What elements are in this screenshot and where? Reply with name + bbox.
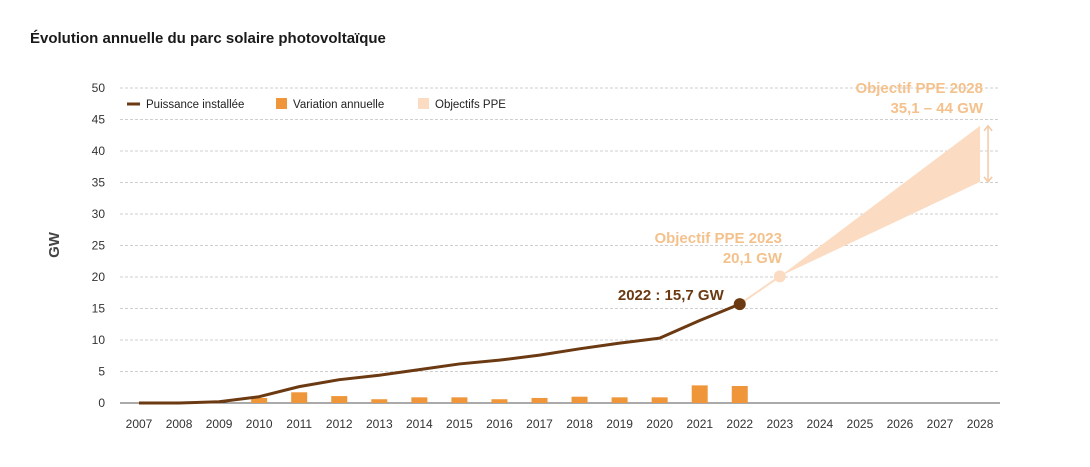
x-tick-label: 2017	[526, 417, 553, 431]
legend-bar-swatch	[276, 98, 287, 109]
bar-2014	[411, 397, 428, 403]
x-tick-label: 2010	[246, 417, 273, 431]
x-tick-label: 2015	[446, 417, 473, 431]
ppe-area	[779, 125, 981, 277]
bar-2022	[731, 385, 748, 403]
y-tick-label: 5	[98, 365, 105, 379]
y-axis-label: GW	[46, 231, 63, 258]
legend-area-swatch	[418, 98, 429, 109]
bar-2020	[651, 397, 668, 403]
annotation-ppe-2023-value: 20,1 GW	[723, 250, 783, 267]
y-tick-label: 35	[92, 176, 106, 190]
x-tick-label: 2016	[486, 417, 513, 431]
y-tick-label: 30	[92, 207, 106, 221]
x-tick-label: 2020	[646, 417, 673, 431]
y-tick-label: 0	[98, 396, 105, 410]
x-tick-label: 2021	[686, 417, 713, 431]
legend-label-installed: Puissance installée	[146, 99, 244, 111]
chart-title: Évolution annuelle du parc solaire photo…	[30, 30, 386, 47]
installed-capacity-line	[139, 302, 741, 405]
x-tick-label: 2026	[887, 417, 914, 431]
annotation-2022: 2022 : 15,7 GW	[618, 287, 725, 304]
bar-2018	[571, 396, 588, 403]
annotation-ppe-2023: Objectif PPE 2023	[654, 230, 782, 247]
ppe-line	[739, 275, 781, 305]
x-tick-label: 2022	[726, 417, 753, 431]
y-tick-label: 20	[92, 270, 106, 284]
x-tick-label: 2009	[206, 417, 233, 431]
x-tick-label: 2027	[927, 417, 954, 431]
x-tick-label: 2028	[967, 417, 994, 431]
point-2022	[733, 298, 746, 311]
bar-2016	[491, 399, 508, 403]
y-tick-label: 40	[92, 144, 106, 158]
annotation-ppe-2028-value: 35,1 – 44 GW	[890, 100, 983, 117]
legend-label-ppe: Objectifs PPE	[435, 99, 506, 111]
bar-2021	[691, 385, 708, 403]
x-tick-label: 2007	[126, 417, 153, 431]
ppe-2023-point	[773, 270, 786, 283]
bar-2012	[331, 396, 348, 403]
x-tick-label: 2012	[326, 417, 353, 431]
x-tick-label: 2023	[766, 417, 793, 431]
x-tick-label: 2008	[166, 417, 193, 431]
x-tick-label: 2024	[806, 417, 833, 431]
x-tick-label: 2011	[286, 417, 312, 431]
x-tick-label: 2014	[406, 417, 433, 431]
annotation-ppe-2028: Objectif PPE 2028	[855, 80, 983, 97]
bar-2011	[291, 392, 308, 403]
bar-2017	[531, 397, 548, 403]
range-arrow-heads	[983, 124, 993, 184]
bar-2013	[371, 399, 388, 403]
y-tick-label: 50	[92, 81, 106, 95]
legend-label-variation: Variation annuelle	[293, 99, 384, 111]
bar-2019	[611, 397, 628, 403]
y-tick-label: 15	[92, 302, 106, 316]
y-tick-label: 45	[92, 113, 106, 127]
x-tick-label: 2018	[566, 417, 593, 431]
bar-2015	[451, 397, 468, 403]
y-tick-label: 10	[92, 333, 106, 347]
x-tick-label: 2025	[847, 417, 874, 431]
x-tick-label: 2013	[366, 417, 393, 431]
x-tick-label: 2019	[606, 417, 633, 431]
y-tick-label: 25	[92, 239, 106, 253]
bar-2010	[251, 397, 268, 403]
